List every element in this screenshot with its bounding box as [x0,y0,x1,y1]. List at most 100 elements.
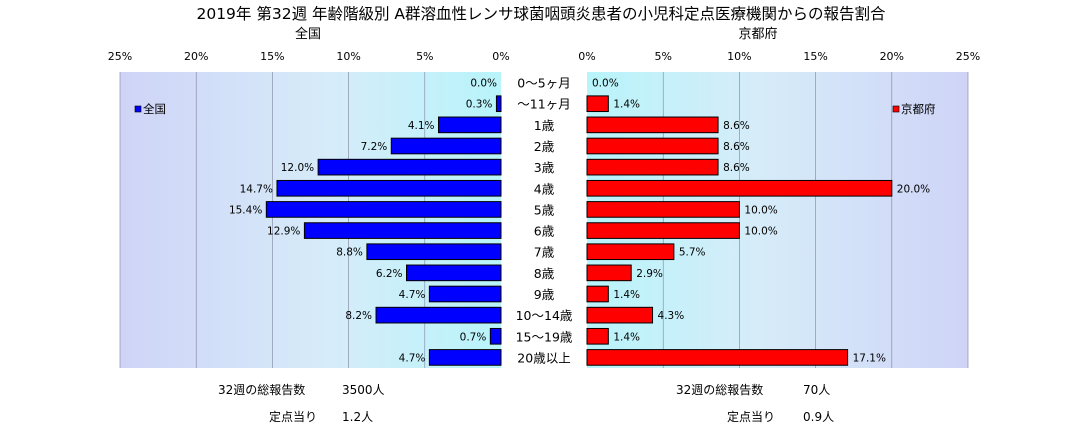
national-data-label: 15.4% [229,204,262,216]
national-data-label: 0.0% [470,78,497,90]
kyoto-per-sentinel: 定点当り 0.9人 [727,408,834,425]
kyoto-total-reports: 32週の総報告数 70人 [676,381,830,398]
tick-label: 10% [727,50,751,63]
national-data-label: 4.1% [408,120,435,132]
kyoto-total-value: 70人 [803,383,831,397]
kyoto-bar [586,116,719,134]
national-data-label: 12.0% [281,162,314,174]
national-bar [428,285,502,303]
national-bar [428,349,502,366]
kyoto-bar [586,222,740,239]
national-data-label: 4.7% [399,289,426,301]
kyoto-bar [586,243,675,261]
national-total-reports: 32週の総報告数 3500人 [218,381,385,398]
national-bar [406,264,502,282]
kyoto-bar [586,306,654,324]
kyoto-bar [586,349,849,366]
national-bar [366,243,502,261]
national-data-label: 8.2% [345,310,372,322]
national-data-label: 8.8% [336,247,363,259]
national-bars [265,95,502,366]
kyoto-plot-area [587,72,968,368]
national-bar [489,327,502,345]
national-plot-area [120,72,501,368]
kyoto-data-label: 5.7% [679,247,706,259]
national-bar [265,201,502,218]
category-label: 15～19歳 [516,329,573,344]
kyoto-data-label: 2.9% [636,268,663,280]
kyoto-data-label: 8.6% [723,120,750,132]
kyoto-bar [586,264,632,282]
national-data-label: 0.3% [466,99,493,111]
category-label: 6歳 [534,224,555,239]
kyoto-data-labels: 0.0% 1.4% 8.6% 8.6% 8.6% 20.0% 10.0% 10.0% 5.7% 2… [592,78,930,365]
kyoto-per-label: 定点当り [727,410,776,424]
tick-label: 25% [956,50,980,63]
panel-title-kyoto: 京都府 [738,27,777,42]
kyoto-bar [586,201,740,218]
tick-label: 10% [336,50,360,63]
national-legend: 全国 [134,102,166,116]
category-label: 0～5ヶ月 [517,76,570,91]
national-panel: 0% 5% 10% 15% 20% 25% 0.0% 0.3% 4.1% 7.2% 12.0% 14… [108,50,510,368]
kyoto-data-label: 4.3% [658,310,685,322]
kyoto-bars [586,95,893,366]
national-bar [276,179,502,197]
category-label: 5歳 [534,202,555,217]
national-data-label: 6.2% [376,268,403,280]
category-label: ～11ヶ月 [517,97,570,112]
kyoto-total-label: 32週の総報告数 [676,383,764,397]
national-data-labels: 0.0% 0.3% 4.1% 7.2% 12.0% 14.7% 15.4% 12.9% 8.8%… [229,78,497,365]
tick-label: 5% [416,50,433,63]
national-total-label: 32週の総報告数 [218,383,306,397]
national-data-label: 0.7% [460,331,487,343]
tick-label: 0% [492,50,509,63]
kyoto-per-value: 0.9人 [803,410,835,424]
tick-label: 25% [108,50,132,63]
kyoto-bar [586,327,609,345]
tick-label: 20% [880,50,904,63]
kyoto-bar [586,95,609,113]
national-data-label: 12.9% [267,226,300,238]
national-bar [375,306,502,324]
category-label: 9歳 [534,287,555,302]
kyoto-data-label: 0.0% [592,78,619,90]
national-bar [390,137,502,155]
tick-label: 20% [184,50,208,63]
kyoto-bar [586,137,719,155]
kyoto-data-label: 8.6% [723,141,750,153]
tick-label: 15% [803,50,827,63]
national-data-label: 4.7% [399,352,426,364]
national-legend-label: 全国 [143,102,166,116]
kyoto-bar [586,158,719,176]
kyoto-legend-label: 京都府 [901,102,936,116]
national-data-label: 14.7% [240,183,273,195]
kyoto-panel: 0% 5% 10% 15% 20% 25% 0.0% 1.4% 8.6% 8.6% 8.6% 20.… [578,50,980,368]
kyoto-tick-labels: 0% 5% 10% 15% 20% 25% [578,50,980,63]
national-bar [438,116,502,134]
national-legend-swatch [134,105,142,113]
national-per-label: 定点当り [269,410,318,424]
national-data-label: 7.2% [361,141,388,153]
category-label: 1歳 [534,118,555,133]
national-per-value: 1.2人 [342,410,374,424]
age-category-labels: 0～5ヶ月 ～11ヶ月 1歳 2歳 3歳 4歳 5歳 6歳 7歳 8歳 9歳 10～14歳 15～19歳… [516,76,573,366]
kyoto-data-label: 1.4% [613,331,640,343]
category-label: 2歳 [534,139,555,154]
kyoto-data-label: 1.4% [613,289,640,301]
chart-title: 2019年 第32週 年齢階級別 A群溶血性レンサ球菌咽頭炎患者の小児科定点医療… [196,5,886,23]
category-label: 20歳以上 [517,350,570,365]
kyoto-data-label: 1.4% [613,99,640,111]
kyoto-data-label: 10.0% [744,226,777,238]
kyoto-data-label: 10.0% [744,204,777,216]
tick-label: 15% [260,50,284,63]
kyoto-legend: 京都府 [892,102,936,116]
tick-label: 0% [578,50,595,63]
kyoto-data-label: 20.0% [897,183,930,195]
national-bar [317,158,502,176]
category-label: 7歳 [534,245,555,260]
kyoto-bar [586,285,609,303]
national-bar [303,222,502,239]
national-total-value: 3500人 [342,383,385,397]
tick-label: 5% [654,50,671,63]
